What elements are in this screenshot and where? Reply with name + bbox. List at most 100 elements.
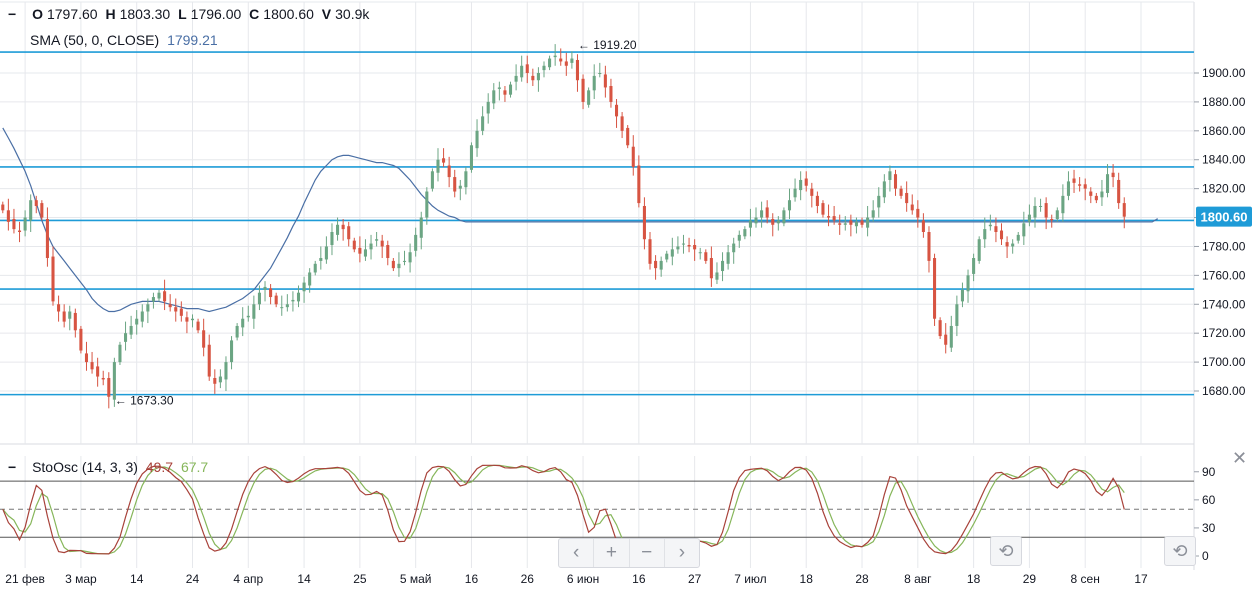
last-price-badge (1196, 206, 1252, 227)
candle-body (793, 188, 797, 198)
candle-body (1033, 205, 1037, 218)
candle-body (62, 311, 66, 322)
candle-body (994, 226, 998, 232)
candle-body (709, 258, 713, 279)
candle-body (174, 307, 178, 312)
candle-body (1072, 178, 1076, 183)
time-tick-label: 18 (967, 572, 981, 586)
candle-body (1111, 172, 1115, 178)
chart-navigation: ‹ + − › (558, 538, 700, 568)
candle-body (469, 145, 473, 170)
candle-body (760, 210, 764, 218)
candle-body (698, 252, 702, 254)
reset-scale-button[interactable]: ⟲ (1164, 536, 1196, 566)
candle-body (453, 177, 457, 192)
time-tick-label: 18 (800, 572, 814, 586)
candle-body (960, 289, 964, 302)
candle-body (827, 216, 831, 218)
candle-body (442, 158, 446, 163)
candle-body (905, 192, 909, 204)
candle-body (1027, 214, 1031, 222)
candle-body (631, 146, 635, 167)
candle-body (972, 258, 976, 274)
candle-body (308, 272, 312, 286)
candle-body (732, 243, 736, 253)
price-tick-label: 1700.00 (1202, 355, 1246, 369)
scroll-left-button[interactable]: ‹ (559, 539, 595, 567)
candle-body (213, 377, 217, 384)
candle-body (274, 295, 278, 305)
candle-body (888, 171, 892, 180)
candle-body (782, 210, 786, 224)
candle-body (559, 58, 563, 62)
candle-body (1016, 234, 1020, 241)
candle-body (179, 308, 183, 316)
candle-body (269, 288, 273, 298)
candle-body (838, 223, 842, 225)
candle-body (280, 307, 284, 309)
price-annotation: ← 1673.30 (115, 394, 174, 408)
candle-body (553, 55, 557, 58)
candle-body (564, 61, 568, 66)
time-tick-label: 4 апр (233, 572, 263, 586)
candle-body (620, 116, 624, 131)
close-icon[interactable]: ✕ (1232, 448, 1248, 468)
candle-body (520, 65, 524, 78)
candle-body (73, 312, 77, 331)
ohlc-low: 1796.00 (190, 6, 242, 22)
time-tick-label: 28 (855, 572, 869, 586)
candle-body (1050, 218, 1054, 221)
collapse-icon[interactable]: − (8, 6, 17, 22)
candle-body (408, 252, 412, 263)
candle-body (140, 311, 144, 322)
candle-body (536, 73, 540, 81)
price-tick-label: 1680.00 (1202, 384, 1246, 398)
candle-body (84, 353, 89, 363)
candle-body (860, 220, 864, 225)
time-tick-label: 21 фев (5, 572, 45, 586)
time-tick-label: 7 июл (734, 572, 766, 586)
price-tick-label: 1720.00 (1202, 326, 1246, 340)
zoom-out-button[interactable]: − (630, 539, 665, 567)
candle-body (681, 243, 686, 245)
time-axis: 21 фев 3 мар 14 24 4 апр 14 25 5 май 16 26 6 июн 16… (5, 572, 1148, 586)
candle-body (313, 263, 317, 273)
candle-body (1066, 181, 1070, 196)
scroll-right-button[interactable]: › (678, 542, 686, 563)
candle-body (497, 87, 501, 89)
candle-body (983, 229, 987, 240)
time-tick-label: 5 май (400, 572, 432, 586)
candle-body (1094, 195, 1098, 201)
sma-legend[interactable]: SMA (50, 0, CLOSE) 1799.21 (30, 32, 222, 48)
candle-body (1078, 184, 1082, 186)
candle-body (598, 73, 602, 74)
candle-body (358, 247, 362, 254)
candle-body (235, 325, 239, 338)
candle-body (336, 224, 340, 235)
candle-body (548, 58, 552, 68)
candle-body (659, 260, 663, 270)
reset-chart-button[interactable]: ⟲ (990, 536, 1022, 566)
price-tick-label: 1780.00 (1202, 239, 1246, 253)
collapse-icon[interactable]: − (8, 459, 17, 475)
sma-line (2, 127, 1159, 313)
candle-body (257, 292, 261, 305)
ohlc-key-volume: V (321, 6, 332, 22)
candle-body (916, 208, 920, 218)
grid-layer (0, 1, 1195, 570)
candle-body (603, 74, 607, 88)
time-tick-label: 27 (688, 572, 702, 586)
candle-body (1022, 223, 1026, 237)
stoch-tick-label: 0 (1202, 549, 1209, 563)
candle-body (642, 205, 646, 240)
candle-body (804, 178, 808, 186)
stochastic-legend[interactable]: − StoOsc (14, 3, 3) 49.7 67.7 (8, 459, 212, 475)
candle-body (977, 239, 981, 261)
candle-body (637, 165, 641, 204)
zoom-in-button[interactable]: + (594, 539, 630, 567)
candle-body (124, 333, 128, 342)
candle-body (944, 334, 948, 345)
